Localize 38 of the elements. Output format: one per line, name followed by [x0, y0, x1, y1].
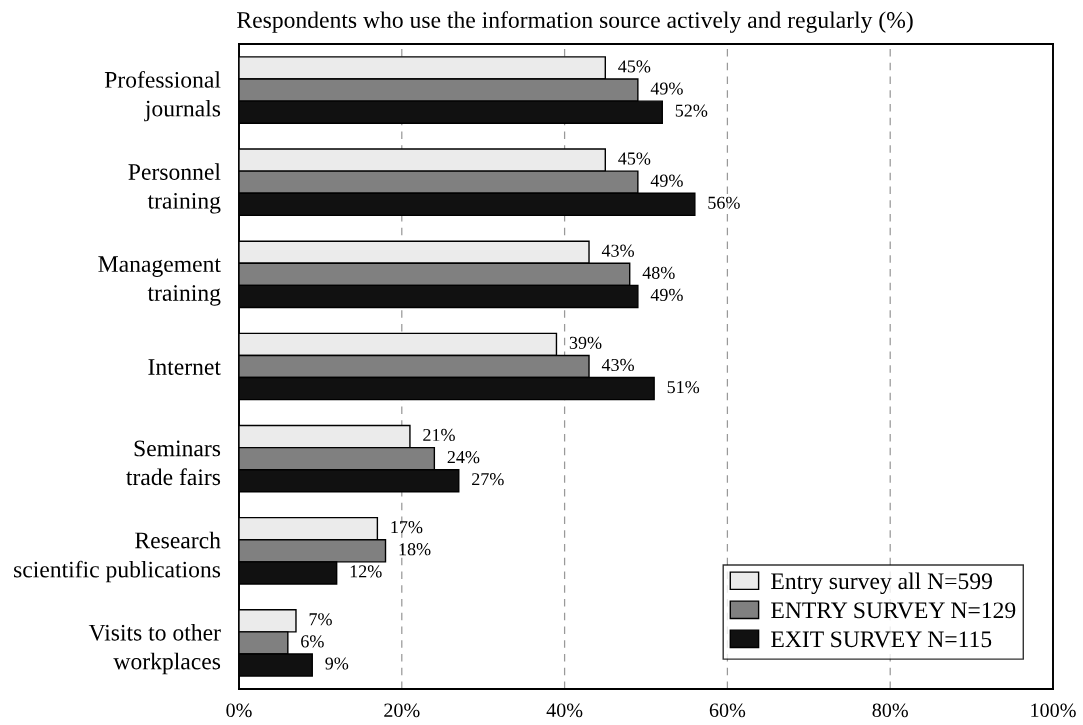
data-label: 52% [675, 104, 708, 117]
x-tick-label: 80% [872, 703, 908, 718]
data-label: 43% [601, 358, 634, 372]
y-tick-label: Research scientific publications [14, 531, 221, 583]
x-tick-label: 0% [226, 703, 252, 718]
data-label: 49% [650, 288, 683, 302]
data-label: 56% [708, 196, 740, 209]
data-label: 45% [618, 152, 651, 165]
y-tick-label: Visits to other workplaces [88, 624, 221, 675]
data-label: 27% [472, 473, 504, 486]
data-label: 12% [350, 565, 382, 578]
x-tick-label: 20% [384, 703, 420, 718]
y-tick-label: Professional journals [104, 70, 221, 122]
y-tick-label: Personnel training [128, 163, 221, 214]
y-tick-label: Internet [148, 359, 221, 375]
legend-label: EXIT SURVEY N=115 [771, 631, 992, 648]
y-tick-label: Seminars trade fairs [126, 440, 221, 486]
x-tick-label: 100% [1031, 703, 1076, 718]
data-label: 6% [301, 635, 324, 648]
data-label: 24% [447, 450, 480, 464]
chart-title: Respondents who use the information source actively and regularly (%) [237, 11, 913, 33]
data-label: 45% [618, 60, 651, 73]
data-label: 7% [309, 613, 332, 626]
data-label: 49% [650, 82, 683, 95]
y-tick-label: Management training [98, 256, 221, 306]
x-tick-label: 60% [709, 703, 746, 718]
data-label: 21% [423, 428, 455, 442]
data-label: 9% [325, 657, 349, 670]
x-tick-label: 40% [546, 703, 583, 718]
legend-label: ENTRY SURVEY N=129 [771, 602, 1016, 619]
legend-label: Entry survey all N=599 [771, 572, 992, 595]
data-label: 49% [650, 174, 683, 187]
data-label: 48% [642, 266, 675, 279]
data-label: 51% [667, 380, 700, 394]
data-label: 43% [601, 244, 634, 257]
data-label: 18% [399, 543, 431, 556]
data-label: 17% [391, 521, 423, 534]
data-label: 39% [569, 336, 602, 349]
